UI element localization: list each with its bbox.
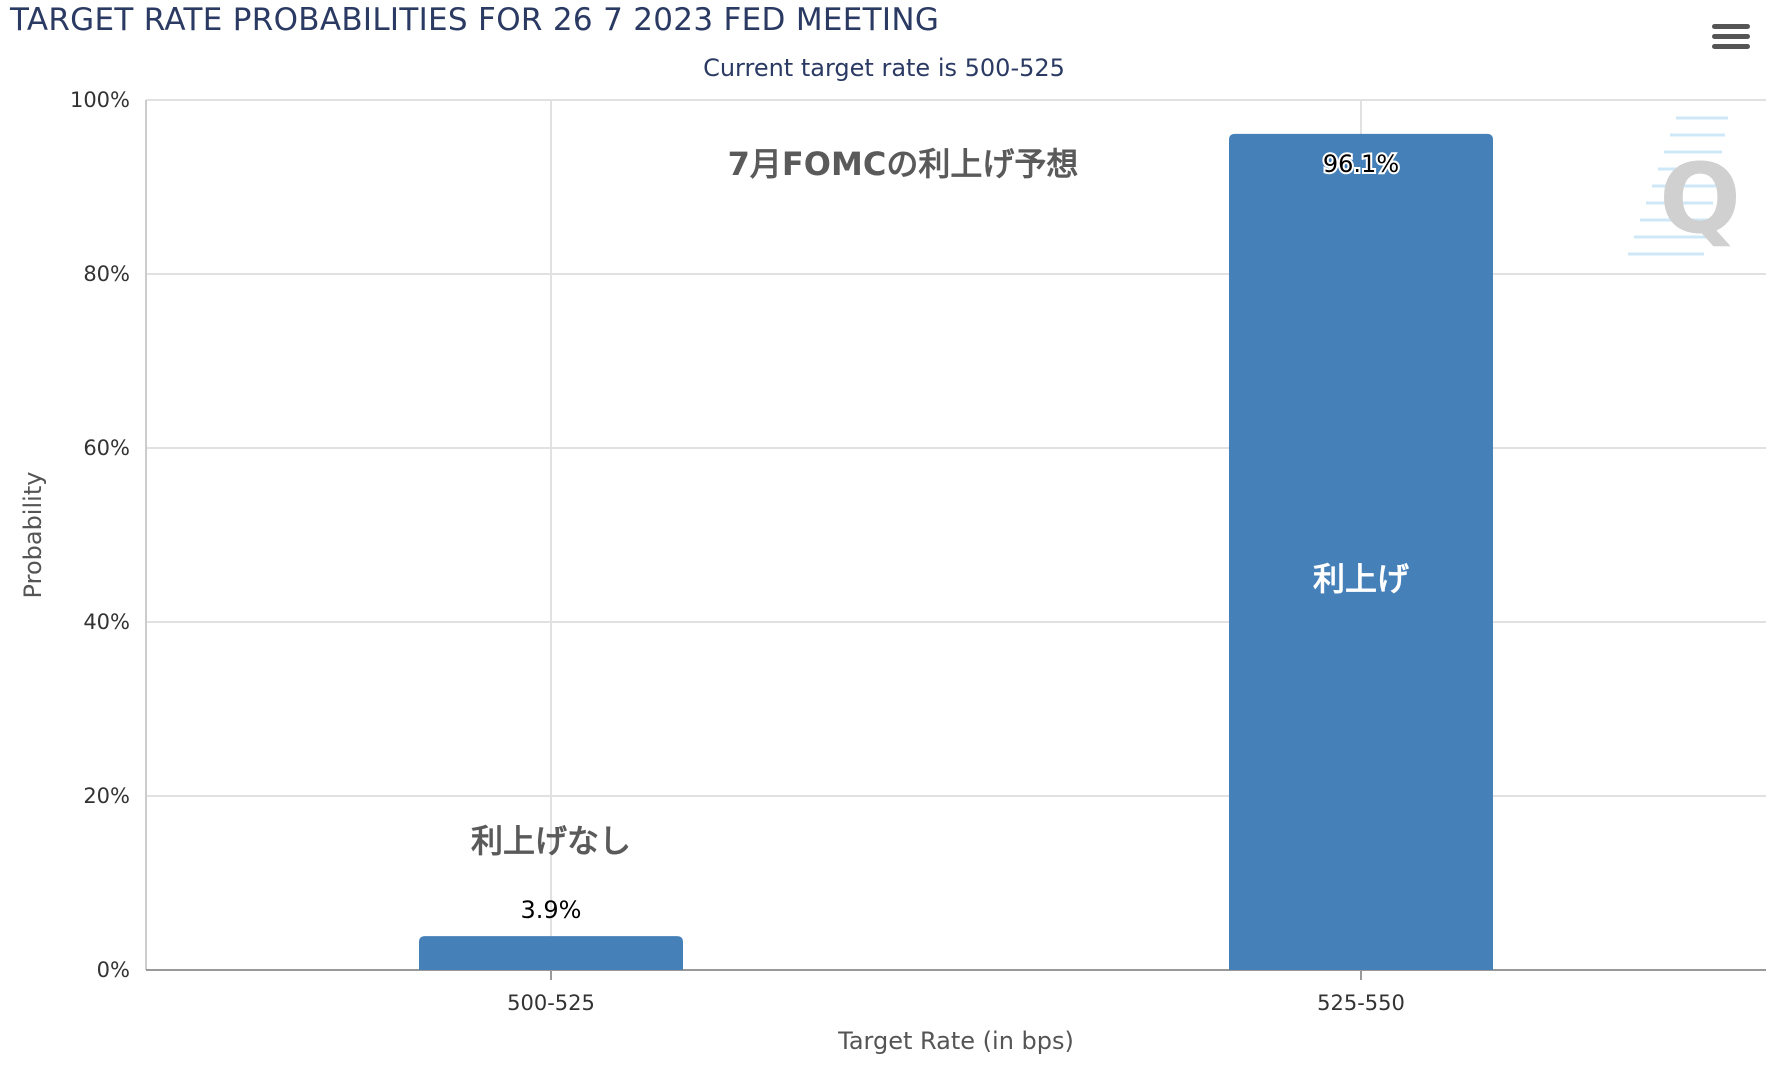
x-tick-label: 500-525 (507, 991, 595, 1015)
chart-title: TARGET RATE PROBABILITIES FOR 26 7 2023 … (10, 2, 940, 38)
menu-line (1712, 24, 1750, 29)
x-axis-title: Target Rate (in bps) (837, 1027, 1074, 1055)
x-tick-label: 525-550 (1317, 991, 1405, 1015)
menu-line (1712, 44, 1750, 49)
y-axis-title: Probability (19, 472, 47, 599)
grid (145, 99, 1766, 980)
annotation-label: 利上げなし (471, 822, 631, 860)
y-tick-label: 100% (70, 88, 130, 112)
y-tick-label: 80% (83, 262, 130, 286)
watermark-logo: Q (1628, 116, 1741, 256)
y-tick-label: 0% (97, 958, 130, 982)
labels: 0% 20% 40% 60% 80% 100% 3.9% 500-525 96.1% 525-55… (19, 88, 1409, 1055)
data-label: 96.1% (1323, 150, 1399, 178)
annotation-label: 利上げ (1313, 560, 1409, 598)
chart-subtitle: Current target rate is 500-525 (703, 54, 1065, 82)
y-tick-label: 40% (83, 610, 130, 634)
bar (419, 936, 683, 970)
watermark-letter: Q (1659, 143, 1741, 255)
menu-line (1712, 34, 1750, 39)
y-tick-label: 60% (83, 436, 130, 460)
data-label: 3.9% (521, 896, 582, 924)
bars (419, 133, 1493, 970)
annotation-label: 7月FOMCの利上げ予想 (728, 145, 1079, 183)
bar (1229, 133, 1493, 970)
hamburger-menu-icon[interactable] (1712, 24, 1750, 56)
y-tick-label: 20% (83, 784, 130, 808)
